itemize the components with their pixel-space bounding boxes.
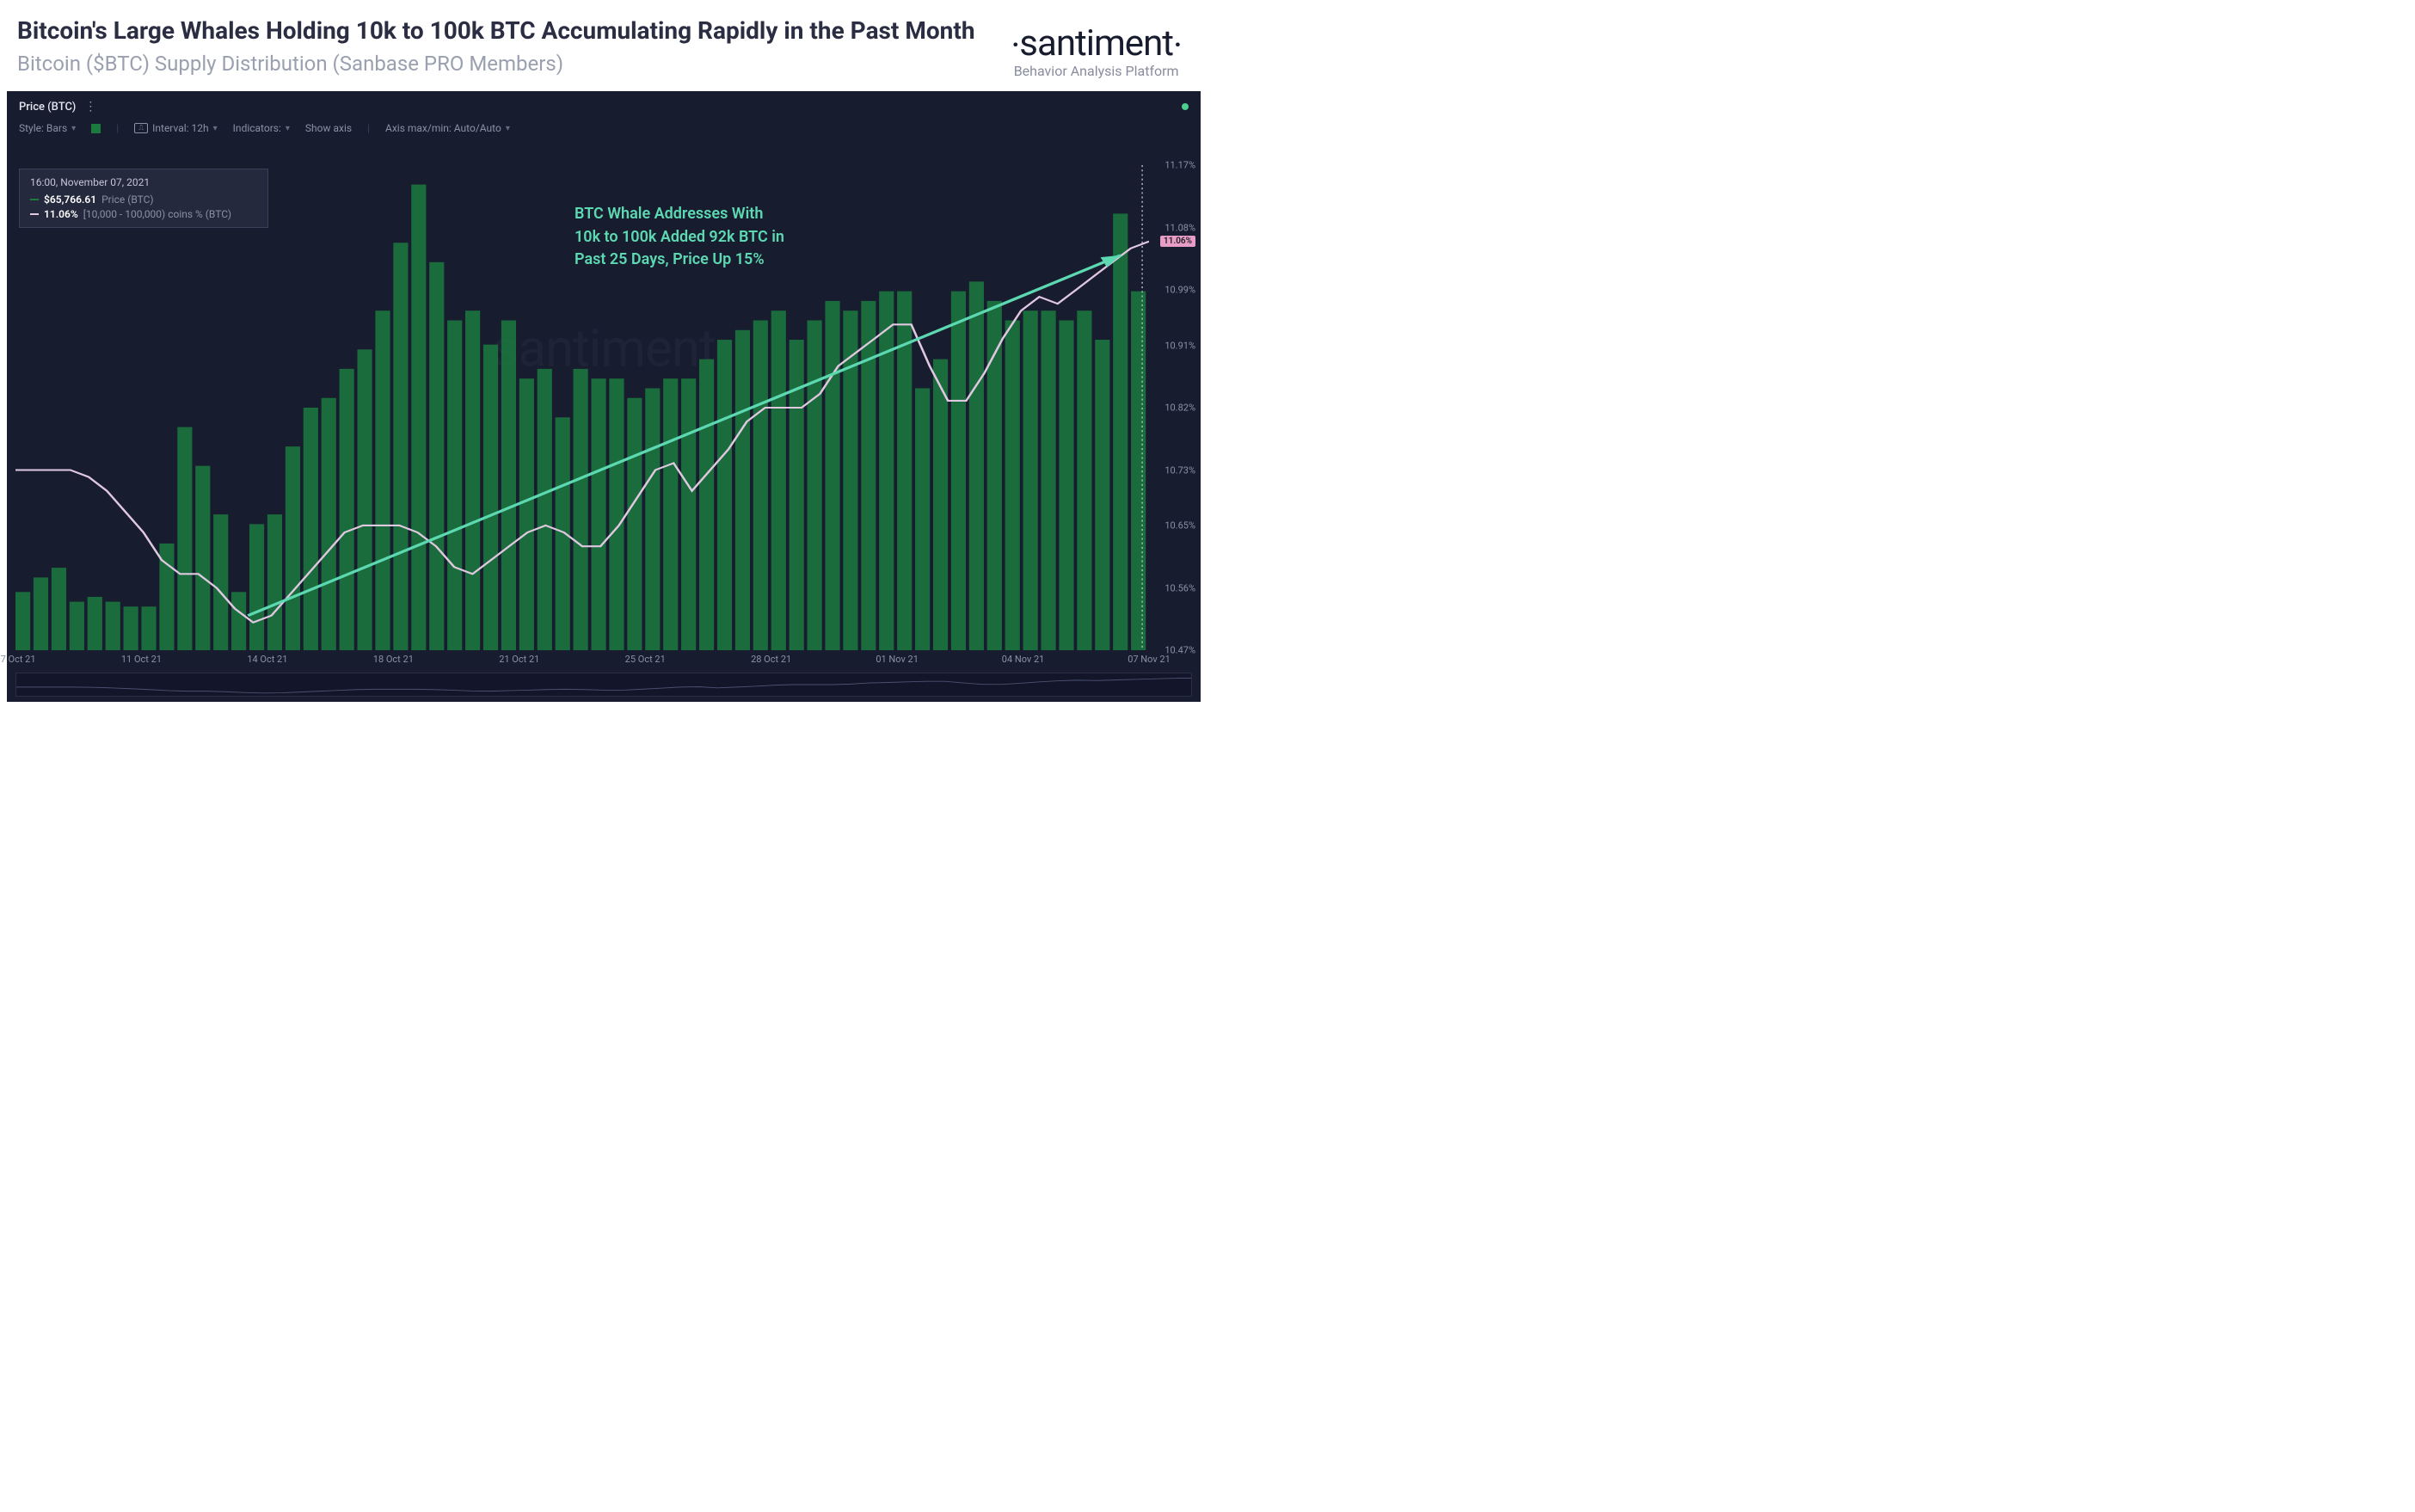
annotation-line: BTC Whale Addresses With <box>575 203 784 225</box>
header-left: Bitcoin's Large Whales Holding 10k to 10… <box>17 15 1011 76</box>
toolbar-divider: | <box>367 122 370 134</box>
dot-icon: · <box>1011 24 1019 66</box>
x-tick-label: 28 Oct 21 <box>751 654 791 665</box>
annotation-line: 10k to 100k Added 92k BTC in <box>575 226 784 249</box>
interval-icon: ⎍ <box>134 123 148 133</box>
indicators-label: Indicators: <box>233 122 281 134</box>
y-tick-label: 10.56% <box>1164 582 1195 593</box>
annotation-line: Past 25 Days, Price Up 15% <box>575 249 784 271</box>
chart-annotation: BTC Whale Addresses With 10k to 100k Add… <box>575 203 784 270</box>
interval-dropdown[interactable]: ⎍ Interval: 12h ▾ <box>134 122 218 134</box>
show-axis-toggle[interactable]: Show axis <box>305 122 352 134</box>
series-label[interactable]: Price (BTC) <box>19 101 76 114</box>
y-tick-label: 10.73% <box>1164 464 1195 476</box>
kebab-menu-icon[interactable]: ⋮ <box>84 100 97 114</box>
brand-tagline: Behavior Analysis Platform <box>1011 63 1182 79</box>
header: Bitcoin's Large Whales Holding 10k to 10… <box>0 0 1208 88</box>
chart-header-row: Price (BTC) ⋮ <box>7 91 1201 119</box>
y-tick-label: 10.99% <box>1164 285 1195 296</box>
axis-minmax-dropdown[interactable]: Axis max/min: Auto/Auto ▾ <box>385 122 510 134</box>
dot-icon: · <box>1173 24 1182 66</box>
x-tick-label: 01 Nov 21 <box>876 654 919 665</box>
x-tick-label: 07 Oct 21 <box>0 654 36 665</box>
y-tick-label: 11.08% <box>1164 222 1195 233</box>
brand-logo: ·santiment· <box>1011 22 1182 66</box>
live-indicator-icon <box>1182 103 1189 110</box>
minimap-svg <box>16 673 1191 696</box>
y-tick-label: 10.91% <box>1164 340 1195 351</box>
x-tick-label: 14 Oct 21 <box>247 654 287 665</box>
indicators-dropdown[interactable]: Indicators: ▾ <box>233 122 290 134</box>
chevron-down-icon: ▾ <box>506 124 510 133</box>
minimap[interactable] <box>15 673 1192 697</box>
page-subtitle: Bitcoin ($BTC) Supply Distribution (Sanb… <box>17 52 1011 76</box>
header-right: ·santiment· Behavior Analysis Platform <box>1011 15 1182 79</box>
style-dropdown[interactable]: Style: Bars ▾ <box>19 122 76 134</box>
bar-color-swatch[interactable] <box>91 124 101 133</box>
chevron-down-icon: ▾ <box>71 124 76 133</box>
x-tick-label: 18 Oct 21 <box>373 654 414 665</box>
x-tick-label: 07 Nov 21 <box>1128 654 1171 665</box>
x-tick-label: 21 Oct 21 <box>499 654 539 665</box>
chart-panel: Price (BTC) ⋮ Style: Bars ▾ | ⎍ Interval… <box>7 91 1201 702</box>
brand-text: santiment <box>1019 22 1173 65</box>
style-label: Style: Bars <box>19 122 67 134</box>
chart-toolbar: Style: Bars ▾ | ⎍ Interval: 12h ▾ Indica… <box>7 119 1201 141</box>
page-title: Bitcoin's Large Whales Holding 10k to 10… <box>17 15 1011 46</box>
y-tick-label: 10.82% <box>1164 403 1195 414</box>
x-tick-label: 11 Oct 21 <box>121 654 162 665</box>
x-axis: 07 Oct 2111 Oct 2114 Oct 2118 Oct 2121 O… <box>15 654 1149 667</box>
x-tick-label: 25 Oct 21 <box>625 654 666 665</box>
show-axis-label: Show axis <box>305 122 352 134</box>
axis-minmax-label: Axis max/min: Auto/Auto <box>385 122 501 134</box>
x-tick-label: 04 Nov 21 <box>1002 654 1045 665</box>
interval-label: Interval: 12h <box>152 122 209 134</box>
chevron-down-icon: ▾ <box>213 124 218 133</box>
toolbar-divider: | <box>116 122 119 134</box>
y-tick-label: 10.65% <box>1164 520 1195 532</box>
y-tick-label: 11.17% <box>1164 160 1195 171</box>
chevron-down-icon: ▾ <box>286 124 290 133</box>
current-value-tag: 11.06% <box>1160 236 1195 247</box>
